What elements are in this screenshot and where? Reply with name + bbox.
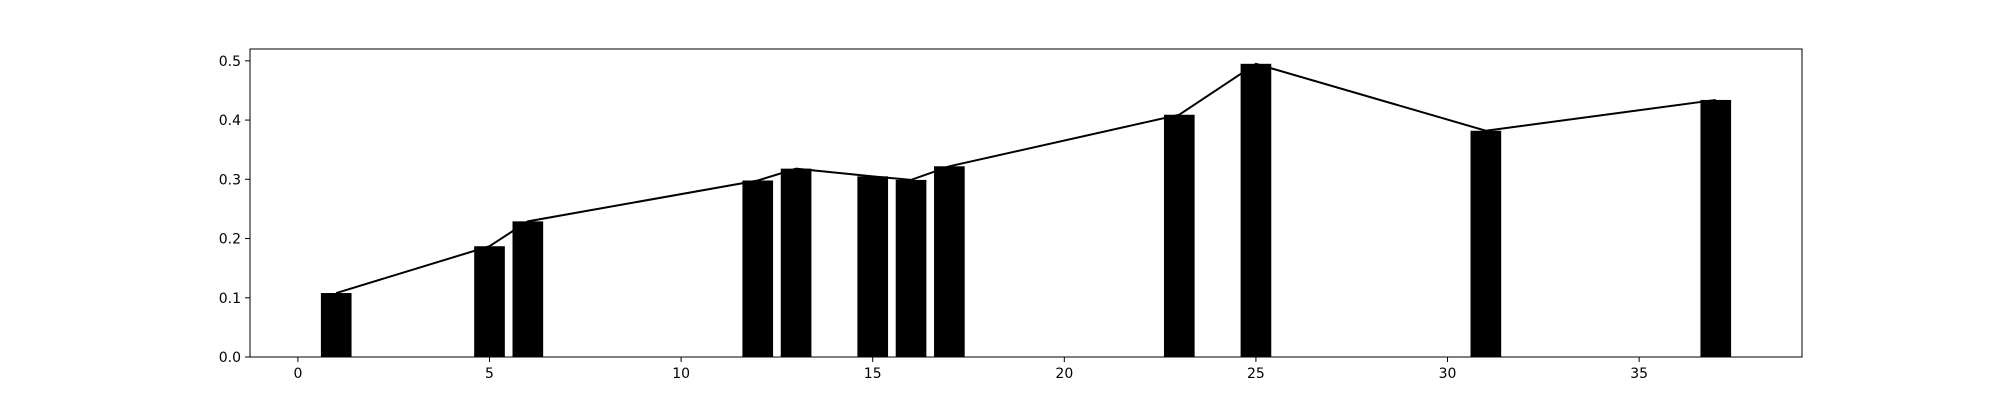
x-tick-label: 15 xyxy=(864,366,882,382)
y-tick-label: 0.1 xyxy=(219,291,241,307)
bar xyxy=(742,180,774,357)
bar xyxy=(320,293,352,357)
x-tick-label: 10 xyxy=(672,366,690,382)
bar xyxy=(1470,130,1502,357)
y-tick-label: 0.0 xyxy=(219,350,241,366)
plot-frame xyxy=(249,48,1803,358)
x-tick-label: 35 xyxy=(1630,366,1648,382)
bars-group xyxy=(320,63,1732,358)
series-line xyxy=(335,62,1716,294)
x-axis: 0 5 10 15 20 25 30 35 xyxy=(293,357,1648,382)
bar xyxy=(895,179,927,357)
bar xyxy=(474,246,505,357)
x-tick-label: 20 xyxy=(1055,366,1073,382)
y-tick-label: 0.5 xyxy=(219,54,241,70)
line-group xyxy=(335,62,1716,294)
x-tick-label: 25 xyxy=(1247,366,1265,382)
y-axis: 0.0 0.1 0.2 0.3 0.4 0.5 xyxy=(219,54,250,366)
x-tick-label: 5 xyxy=(485,366,494,382)
y-tick-label: 0.3 xyxy=(219,172,241,188)
y-tick-label: 0.2 xyxy=(219,232,241,248)
bar xyxy=(512,221,544,357)
bar xyxy=(1240,63,1272,358)
y-tick-label: 0.4 xyxy=(219,113,241,129)
bar xyxy=(780,168,812,357)
bar xyxy=(1163,114,1195,357)
x-tick-label: 30 xyxy=(1439,366,1457,382)
x-tick-label: 0 xyxy=(293,366,302,382)
bar xyxy=(857,176,889,357)
bar xyxy=(1700,99,1732,357)
bar xyxy=(934,166,965,357)
